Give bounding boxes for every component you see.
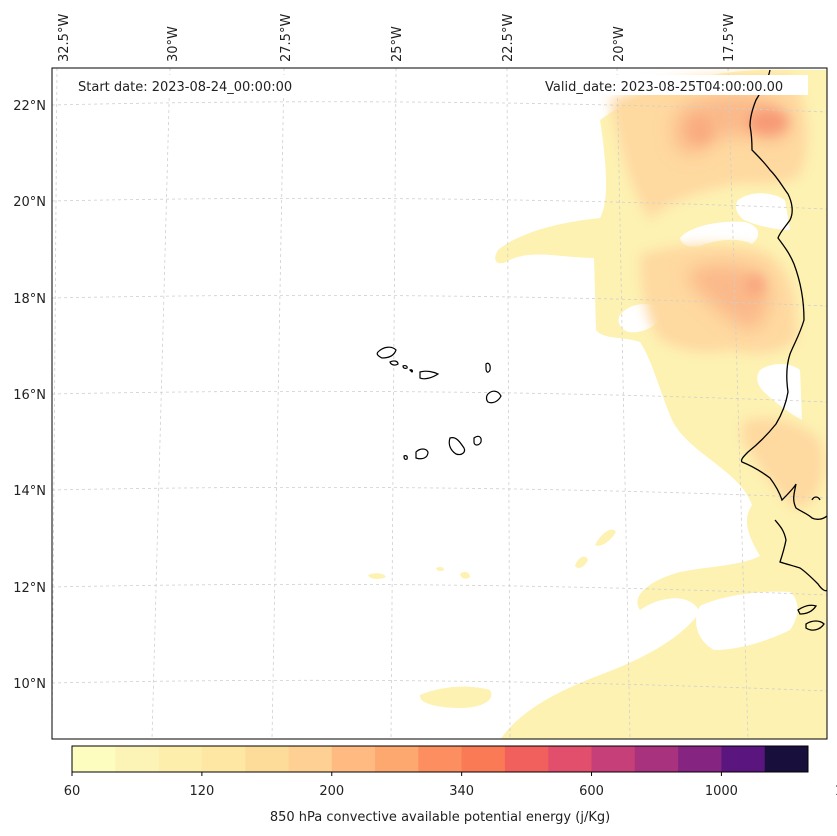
- lon-label: 17.5°W: [722, 14, 737, 62]
- colorbar-swatch: [764, 746, 809, 772]
- lat-label: 22°N: [13, 99, 46, 114]
- cape-field-peak: [688, 110, 788, 295]
- cape-verde-islands: [376, 346, 502, 460]
- lon-label: 30°W: [166, 26, 181, 62]
- graticule: [52, 68, 827, 739]
- colorbar-tick-label: 1000: [705, 784, 738, 799]
- coastline: [740, 69, 827, 631]
- map-frame: [51, 67, 828, 740]
- colorbar-swatch: [115, 746, 160, 772]
- colorbar-label: 850 hPa convective available potential e…: [270, 810, 610, 825]
- colorbar-swatch: [72, 746, 116, 772]
- lon-label: 22.5°W: [501, 14, 516, 62]
- lat-label: 18°N: [13, 292, 46, 307]
- colorbar-swatch: [375, 746, 419, 772]
- colorbar-tick-label: 120: [189, 784, 214, 799]
- colorbar-swatch: [721, 746, 766, 772]
- latitude-labels: 22°N 20°N 18°N 16°N 14°N 12°N 10°N: [13, 99, 46, 692]
- colorbar-swatch: [201, 746, 246, 772]
- lon-label: 32.5°W: [57, 14, 72, 62]
- colorbar-swatch: [418, 746, 463, 772]
- valid-date-label: Valid_date: 2023-08-25T04:00:00.00: [545, 80, 783, 95]
- colorbar-swatch: [678, 746, 722, 772]
- lat-label: 12°N: [13, 581, 46, 596]
- colorbar-swatch: [288, 746, 333, 772]
- colorbar-ticks: 60 120 200 340 600 1000 1750: [64, 772, 837, 799]
- cape-field: [52, 68, 827, 739]
- longitude-labels: 32.5°W 30°W 27.5°W 25°W 22.5°W 20°W 17.5…: [57, 14, 737, 62]
- colorbar: [72, 746, 809, 772]
- lon-label: 20°W: [612, 26, 627, 62]
- lat-label: 16°N: [13, 388, 46, 403]
- colorbar-frame: [71, 745, 809, 773]
- colorbar-swatch: [245, 746, 289, 772]
- valid-date-box: [540, 75, 808, 95]
- colorbar-tick-label: 60: [64, 784, 81, 799]
- lat-label: 10°N: [13, 677, 46, 692]
- lon-label: 27.5°W: [279, 14, 294, 62]
- colorbar-tick-label: 600: [579, 784, 604, 799]
- start-date-box: [72, 75, 312, 95]
- colorbar-tick-label: 340: [449, 784, 474, 799]
- lat-label: 14°N: [13, 484, 46, 499]
- start-date-label: Start date: 2023-08-24_00:00:00: [78, 80, 292, 95]
- colorbar-swatch: [634, 746, 679, 772]
- colorbar-swatch: [548, 746, 593, 772]
- colorbar-swatch: [158, 746, 203, 772]
- colorbar-swatch: [461, 746, 506, 772]
- lat-label: 20°N: [13, 195, 46, 210]
- colorbar-swatch: [504, 746, 549, 772]
- colorbar-swatch: [331, 746, 376, 772]
- lon-label: 25°W: [390, 26, 405, 62]
- colorbar-tick-label: 1750: [835, 784, 837, 799]
- colorbar-tick-label: 200: [319, 784, 344, 799]
- colorbar-swatch: [591, 746, 636, 772]
